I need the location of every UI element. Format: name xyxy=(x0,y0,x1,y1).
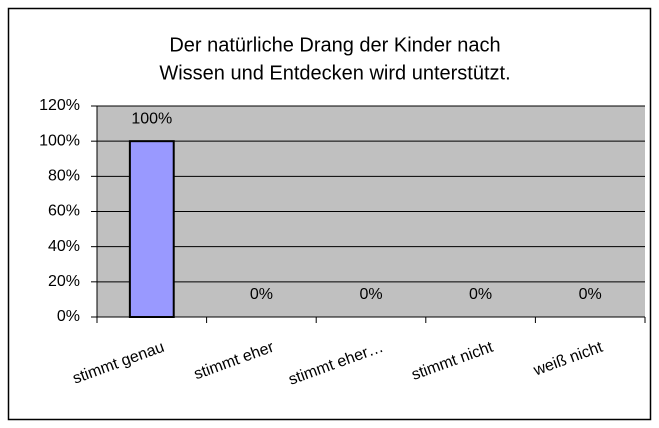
y-tick-label: 40% xyxy=(48,238,80,255)
chart-title: Der natürliche Drang der Kinder nach xyxy=(169,34,500,56)
y-tick-label: 20% xyxy=(48,273,80,290)
chart-title: Wissen und Entdecken wird unterstützt. xyxy=(159,62,510,84)
value-label: 100% xyxy=(131,110,172,127)
value-label: 0% xyxy=(469,286,492,303)
bar xyxy=(128,140,175,318)
value-label: 0% xyxy=(579,286,602,303)
y-tick-label: 120% xyxy=(39,97,80,114)
value-label: 0% xyxy=(250,286,273,303)
y-tick-label: 80% xyxy=(48,168,80,185)
y-tick-label: 0% xyxy=(57,308,80,325)
y-tick-label: 60% xyxy=(48,203,80,220)
value-label: 0% xyxy=(359,286,382,303)
y-tick-label: 100% xyxy=(39,132,80,149)
